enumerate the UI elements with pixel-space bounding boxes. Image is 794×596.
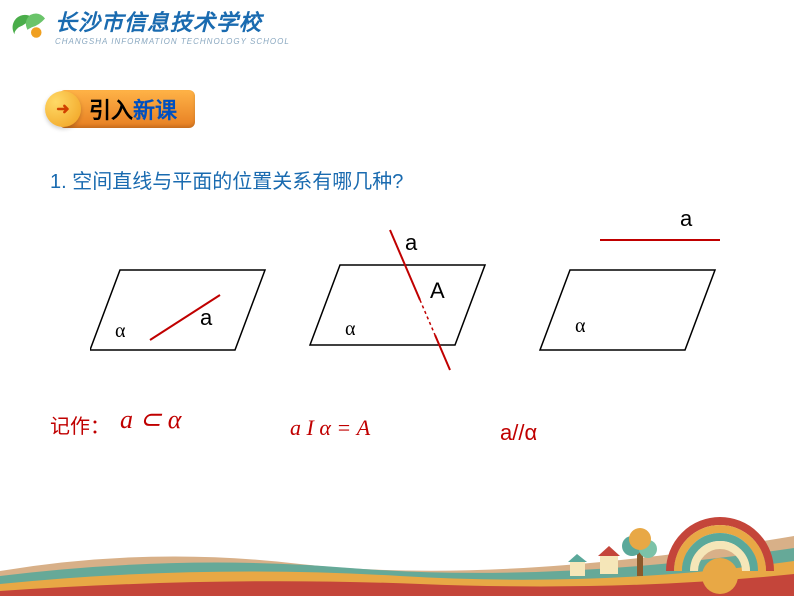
diagram-line-in-plane: a α <box>90 265 270 360</box>
badge-text-part2: 新课 <box>133 98 177 123</box>
parallel-svg <box>530 210 730 360</box>
alpha-label-3: α <box>575 315 585 338</box>
question-text: 1. 空间直线与平面的位置关系有哪几种? <box>50 165 403 194</box>
notation-subset: a ⊂ α <box>120 405 181 435</box>
notation-intersect: a I α = A <box>290 415 370 441</box>
school-logo-icon <box>5 8 50 43</box>
alpha-label-1: α <box>115 320 125 343</box>
diagram-line-parallel: a α <box>530 210 730 365</box>
line-a-label-1: a <box>200 305 212 331</box>
point-A-label: A <box>430 278 445 304</box>
notation-label: 记作： <box>50 410 110 439</box>
badge-circle: ➜ <box>45 91 81 127</box>
intersect-svg <box>300 220 500 380</box>
arrow-icon: ➜ <box>56 99 69 119</box>
diagrams-area: a α a A α a α <box>60 210 760 410</box>
badge-text-part1: 引入 <box>89 98 133 123</box>
line-a-label-2: a <box>405 230 417 256</box>
bottom-decoration <box>0 476 794 596</box>
line-a-label-3: a <box>680 206 692 232</box>
header: 长沙市信息技术学校 CHANGSHA INFORMATION TECHNOLOG… <box>0 0 794 46</box>
school-subtitle: CHANGSHA INFORMATION TECHNOLOGY SCHOOL <box>55 37 290 46</box>
notation-parallel: a//α <box>500 420 537 446</box>
alpha-label-2: α <box>345 318 355 341</box>
section-badge: ➜ 引入新课 <box>45 90 195 128</box>
school-name-block: 长沙市信息技术学校 CHANGSHA INFORMATION TECHNOLOG… <box>55 5 290 46</box>
school-name: 长沙市信息技术学校 <box>55 5 290 37</box>
